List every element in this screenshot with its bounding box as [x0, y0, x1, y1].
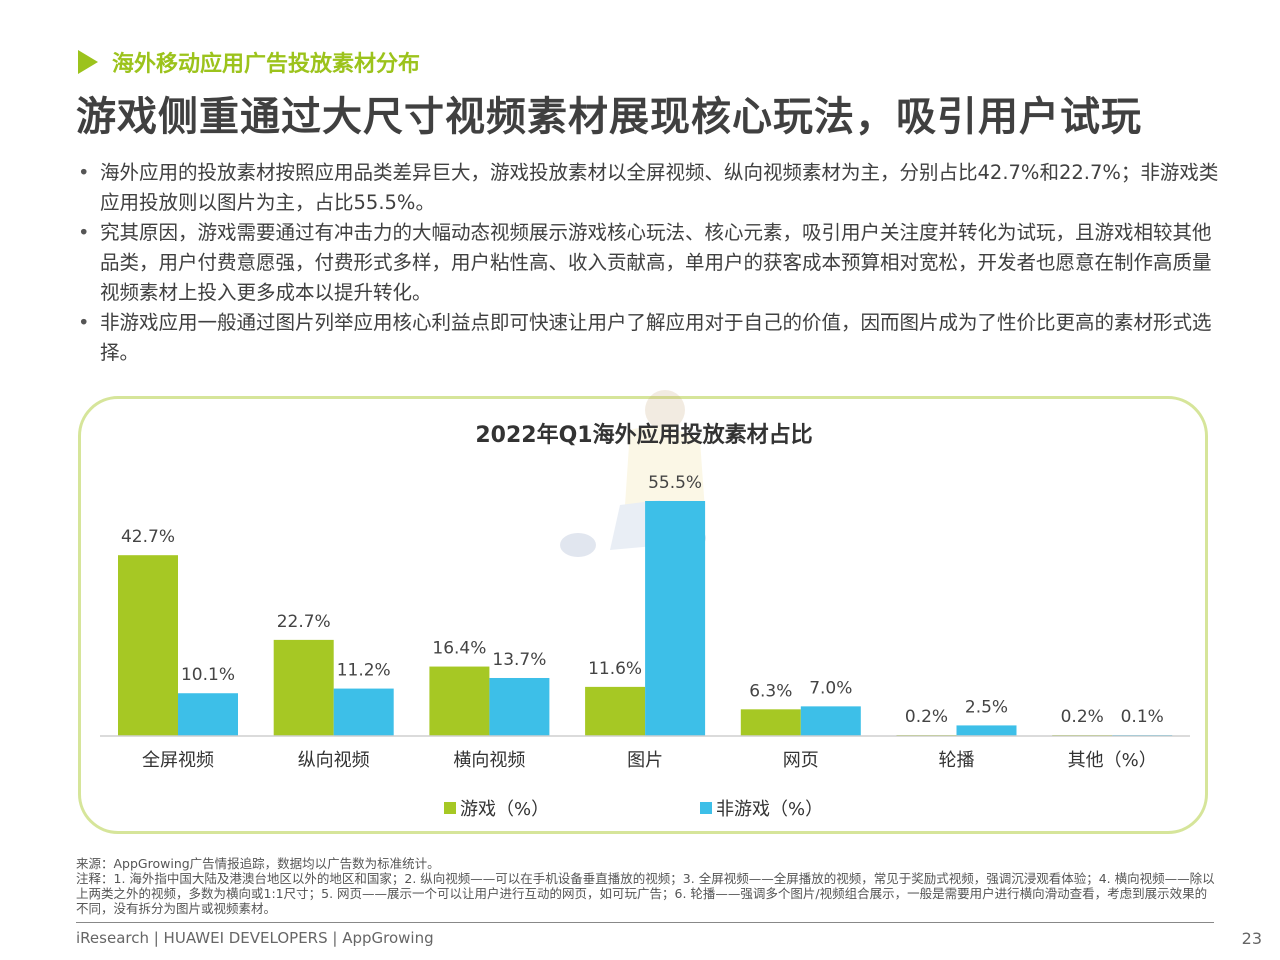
data-label: 42.7%: [121, 527, 175, 547]
play-arrow-icon: [78, 50, 98, 74]
chart-title: 2022年Q1海外应用投放素材占比: [475, 422, 812, 448]
bar-non-game: [178, 693, 238, 736]
bar-non-game: [645, 501, 706, 736]
data-label: 7.0%: [809, 678, 852, 698]
data-label: 13.7%: [492, 650, 546, 670]
data-label: 6.3%: [749, 681, 792, 701]
chart-legend: 游戏（%） 非游戏（%）: [444, 799, 823, 820]
category-label: 横向视频: [453, 750, 525, 771]
legend-label: 游戏（%）: [460, 799, 549, 820]
bar-game: [273, 639, 334, 736]
data-label: 10.1%: [181, 665, 235, 685]
category-label: 全屏视频: [142, 750, 214, 771]
footer-brands: iResearch | HUAWEI DEVELOPERS | AppGrowi…: [76, 929, 434, 947]
bar-non-game: [956, 725, 1017, 736]
bar-game: [118, 555, 178, 736]
category-label: 网页: [783, 750, 819, 771]
bar-game: [740, 709, 801, 736]
data-label: 11.2%: [337, 661, 391, 681]
data-label: 16.4%: [432, 639, 486, 659]
page-headline: 游戏侧重通过大尺寸视频素材展现核心玩法，吸引用户试玩: [76, 94, 1142, 140]
legend-label: 非游戏（%）: [716, 799, 823, 820]
bar-non-game: [489, 677, 550, 736]
data-label: 0.2%: [905, 707, 948, 727]
legend-swatch: [444, 802, 456, 814]
chart-frame: [78, 396, 1208, 834]
bullet-item: 非游戏应用一般通过图片列举应用核心利益点即可快速让用户了解应用对于自己的价值，因…: [76, 308, 1226, 368]
bullet-item: 究其原因，游戏需要通过有冲击力的大幅动态视频展示游戏核心玩法、核心元素，吸引用户…: [76, 218, 1226, 308]
footnote: 来源：AppGrowing广告情报追踪，数据均以广告数为标准统计。 注释：1. …: [76, 856, 1216, 916]
bullet-list: 海外应用的投放素材按照应用品类差异巨大，游戏投放素材以全屏视频、纵向视频素材为主…: [76, 158, 1226, 368]
data-label: 0.2%: [1061, 707, 1104, 727]
category-label: 轮播: [939, 750, 975, 771]
page-number: 23: [1241, 929, 1262, 948]
data-label: 55.5%: [648, 473, 702, 493]
bar-game: [429, 666, 490, 736]
explanation-note: 注释：1. 海外指中国大陆及港澳台地区以外的地区和国家；2. 纵向视频——可以在…: [76, 871, 1215, 916]
data-label: 22.7%: [277, 612, 331, 632]
data-label: 11.6%: [588, 659, 642, 679]
bar-non-game: [333, 688, 394, 736]
data-label: 0.1%: [1121, 707, 1164, 727]
section-label: 海外移动应用广告投放素材分布: [112, 52, 421, 77]
category-label: 其他（%）: [1068, 750, 1157, 771]
legend-swatch: [700, 802, 712, 814]
section-tag: 海外移动应用广告投放素材分布: [78, 46, 420, 78]
data-label: 2.5%: [965, 697, 1008, 717]
bar-non-game: [800, 706, 861, 736]
bar-game: [585, 686, 646, 736]
footer-divider: [76, 922, 1214, 923]
bullet-item: 海外应用的投放素材按照应用品类差异巨大，游戏投放素材以全屏视频、纵向视频素材为主…: [76, 158, 1226, 218]
source-note: 来源：AppGrowing广告情报追踪，数据均以广告数为标准统计。: [76, 856, 440, 871]
category-label: 纵向视频: [298, 750, 370, 771]
category-label: 图片: [627, 750, 663, 771]
